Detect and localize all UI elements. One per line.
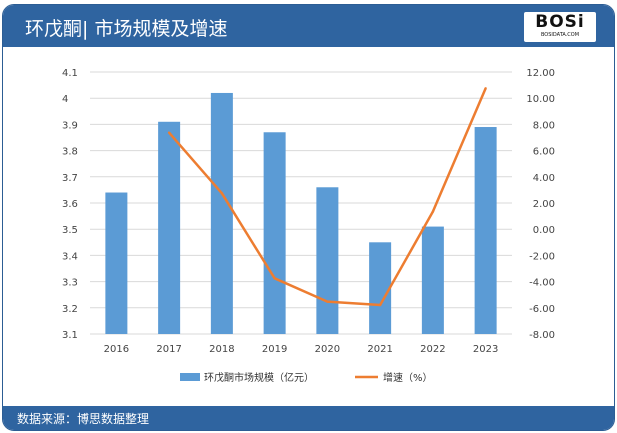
right-tick-label: -8.00: [529, 330, 555, 341]
bar-2021: [369, 242, 392, 334]
bar-2020: [316, 187, 339, 334]
x-tick-label: 2022: [420, 344, 445, 355]
right-tick-label: -4.00: [529, 278, 555, 289]
growth-point-2021: [378, 303, 382, 307]
x-tick-label: 2018: [209, 344, 234, 355]
left-tick-label: 3.3: [62, 278, 78, 289]
right-tick-label: 8.00: [533, 120, 555, 131]
right-tick-label: 2.00: [533, 199, 555, 210]
growth-point-2017: [167, 131, 171, 134]
bar-2017: [158, 121, 181, 334]
bar-2016: [105, 192, 128, 334]
left-tick-label: 3.1: [62, 330, 78, 341]
data-source: 数据来源：博思数据整理: [17, 412, 150, 426]
growth-point-2019: [273, 277, 276, 280]
right-tick-label: 0.00: [533, 225, 555, 236]
x-tick-label: 2021: [367, 344, 392, 355]
growth-point-2023: [484, 87, 487, 90]
bosi-logo: BOSi BOSIDATA.COM: [524, 12, 596, 42]
x-tick-label: 2019: [262, 344, 287, 355]
frame: 环戊酮| 市场规模及增速 BOSi BOSIDATA.COM 数据来源：博思数据…: [2, 4, 615, 431]
right-tick-label: 10.00: [526, 94, 555, 105]
page-title: 环戊酮| 市场规模及增速: [25, 18, 228, 40]
right-tick-label: 6.00: [533, 147, 555, 158]
x-tick-label: 2023: [473, 344, 498, 355]
growth-point-2020: [326, 300, 329, 303]
x-tick-label: 2020: [315, 344, 340, 355]
left-tick-label: 3.4: [62, 251, 78, 262]
left-tick-label: 3.9: [62, 120, 78, 131]
footer-bar: 数据来源：博思数据整理: [3, 406, 614, 430]
legend-line-label: 增速（%）: [383, 371, 433, 384]
left-tick-label: 3.7: [62, 173, 78, 184]
header-bar: 环戊酮| 市场规模及增速 BOSi BOSIDATA.COM: [3, 5, 614, 47]
right-tick-label: -6.00: [529, 304, 555, 315]
right-tick-label: 4.00: [533, 173, 555, 184]
right-tick-label: 12.00: [526, 68, 555, 79]
growth-point-2018: [220, 192, 224, 195]
bar-2019: [263, 132, 286, 334]
left-tick-label: 4: [62, 94, 68, 105]
x-tick-label: 2016: [104, 344, 129, 355]
bar-2023: [474, 127, 497, 335]
left-tick-label: 3.6: [62, 199, 78, 210]
right-tick-label: -2.00: [529, 251, 555, 262]
bar-2022: [421, 226, 444, 334]
legend-bar-label: 环戊酮市场规模（亿元）: [204, 371, 314, 384]
left-tick-label: 3.5: [62, 225, 78, 236]
legend-bar-swatch: [180, 373, 200, 381]
x-tick-label: 2017: [156, 344, 181, 355]
growth-point-2022: [431, 210, 435, 213]
bar-2018: [210, 92, 233, 335]
logo-text: BOSi: [535, 12, 585, 32]
logo-subtext: BOSIDATA.COM: [540, 32, 580, 38]
left-tick-label: 3.8: [62, 147, 78, 158]
left-tick-label: 4.1: [62, 68, 78, 79]
left-tick-label: 3.2: [62, 304, 78, 315]
